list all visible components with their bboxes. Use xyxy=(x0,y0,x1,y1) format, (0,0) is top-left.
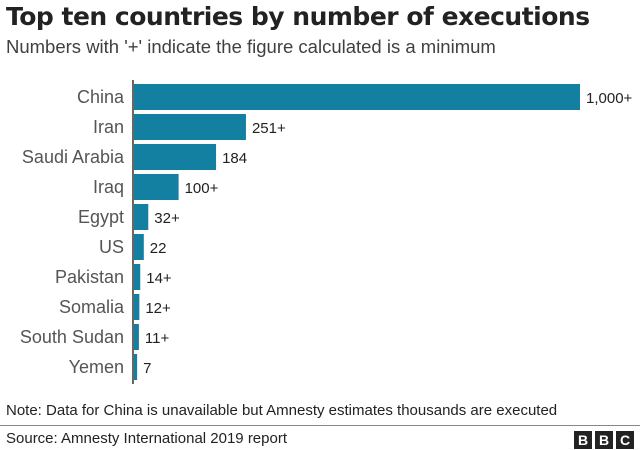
data-label: 100+ xyxy=(185,180,219,197)
data-label: 32+ xyxy=(154,210,180,227)
category-label: Egypt xyxy=(78,207,124,227)
data-label: 11+ xyxy=(145,330,170,347)
data-label: 7 xyxy=(143,360,151,377)
data-label: 12+ xyxy=(145,300,171,317)
bar xyxy=(134,294,140,320)
category-label: Somalia xyxy=(59,297,125,317)
category-label: Iraq xyxy=(93,177,124,197)
bar xyxy=(134,204,149,230)
category-label: Pakistan xyxy=(55,267,124,287)
chart-title: Top ten countries by number of execution… xyxy=(6,2,590,31)
bar xyxy=(134,354,138,380)
chart-subtitle: Numbers with '+' indicate the figure cal… xyxy=(6,36,496,57)
category-label: Saudi Arabia xyxy=(22,147,125,167)
bar-chart: China 1,000+ Iran 251+ Saudi Arabia 184 Iraq 10… xyxy=(20,80,633,384)
category-label: US xyxy=(99,237,124,257)
data-label: 14+ xyxy=(146,270,172,287)
bar xyxy=(134,264,141,290)
logo-letter: B xyxy=(574,431,592,449)
data-label: 1,000+ xyxy=(586,90,633,107)
category-label: South Sudan xyxy=(20,327,124,347)
category-label: China xyxy=(77,87,125,107)
divider xyxy=(0,425,640,426)
data-label: 22 xyxy=(150,240,167,257)
bar xyxy=(134,234,144,260)
chart-note: Note: Data for China is unavailable but … xyxy=(6,402,558,419)
category-label: Iran xyxy=(93,117,124,137)
logo-letter: B xyxy=(595,431,613,449)
bar xyxy=(134,324,139,350)
data-label: 251+ xyxy=(252,120,286,137)
bar xyxy=(134,84,580,110)
bar xyxy=(134,144,217,170)
bar xyxy=(134,114,246,140)
bar xyxy=(134,174,179,200)
category-label: Yemen xyxy=(69,357,124,377)
chart-source: Source: Amnesty International 2019 repor… xyxy=(6,430,288,447)
data-label: 184 xyxy=(222,150,247,167)
logo-letter: C xyxy=(616,431,634,449)
